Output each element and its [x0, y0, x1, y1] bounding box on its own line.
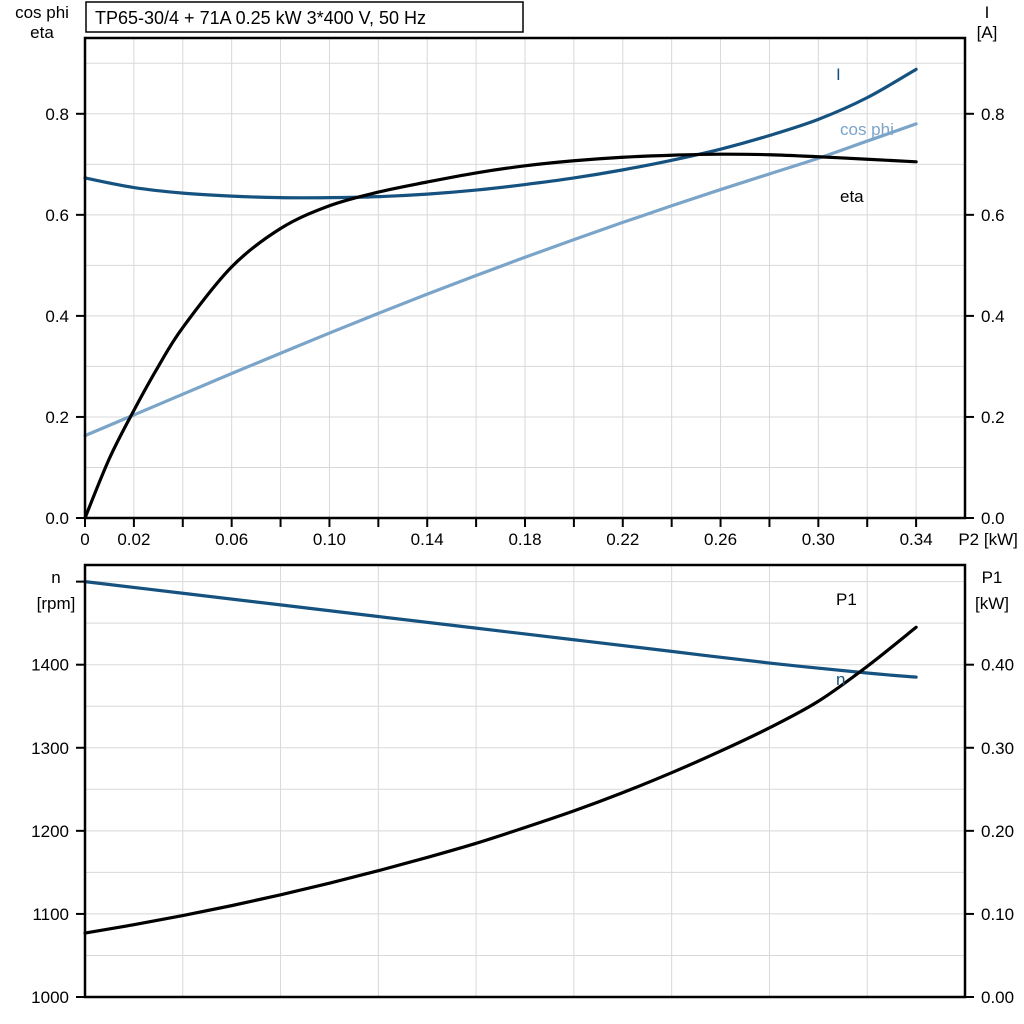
top-left-axis: 0.0 0.2 0.4 0.6 0.8 — [45, 105, 85, 528]
tick-label-right: 0.4 — [981, 307, 1005, 326]
top-x-axis: 0 0.02 0.06 0.10 0.14 0.18 0.22 0.26 0.30 0.34 P2 … — [80, 518, 1018, 549]
tick-label-right: 0.0 — [981, 509, 1005, 528]
left-axis-title-line2: eta — [30, 23, 54, 42]
bottom-curve-labels: P1 n — [836, 590, 857, 689]
x-axis-title-top: P2 [kW] — [958, 530, 1018, 549]
tick-label-x: 0 — [80, 530, 89, 549]
tick-label-right: 0.00 — [981, 988, 1014, 1007]
bottom-curves — [83, 580, 918, 935]
bottom-right-axis: 0.00 0.10 0.20 0.30 0.40 — [965, 656, 1014, 1007]
tick-label-left: 1300 — [31, 739, 69, 758]
tick-label-x: 0.34 — [900, 530, 933, 549]
top-grid-vertical — [133, 38, 917, 518]
tick-label-x: 0.18 — [508, 530, 541, 549]
top-curves — [83, 67, 918, 520]
right-axis-title-line1: I — [985, 3, 990, 22]
tick-label-left: 1400 — [31, 656, 69, 675]
bottom-left-axis-title: n [rpm] — [37, 568, 76, 613]
bottom-left-axis: 1000 1100 1200 1300 1400 — [31, 580, 85, 1007]
tick-label-right: 0.2 — [981, 408, 1005, 427]
tick-label-left: 0.6 — [45, 206, 69, 225]
tick-label-left: 0.0 — [45, 509, 69, 528]
top-right-axis-title: I[A] — [977, 3, 998, 42]
tick-label-x: 0.10 — [313, 530, 346, 549]
chart-title-box: TP65-30/4 + 71A 0.25 kW 3*400 V, 50 Hz — [85, 1, 524, 33]
tick-label-left: 0.8 — [45, 105, 69, 124]
curve-label-current: I — [836, 65, 841, 84]
tick-label-left: 1200 — [31, 822, 69, 841]
bottom-plot-background — [85, 565, 965, 997]
tick-label-x: 0.22 — [606, 530, 639, 549]
tick-label-left: 0.2 — [45, 408, 69, 427]
bottom-chart: 1000 1100 1200 1300 1400 0.00 0.10 0.20 0.30 0.40… — [31, 563, 1014, 1007]
tick-label-right: 0.20 — [981, 822, 1014, 841]
tick-label-right: 0.30 — [981, 739, 1014, 758]
right-axis-title-line2: [kW] — [975, 594, 1009, 613]
curve-label-cos-phi: cos phi — [840, 120, 894, 139]
curve-cos-phi — [83, 122, 918, 438]
tick-label-x: 0.26 — [704, 530, 737, 549]
left-axis-title-line2: [rpm] — [37, 594, 76, 613]
tick-label-right: 0.6 — [981, 206, 1005, 225]
right-axis-title-line1: P1 — [982, 568, 1003, 587]
tick-label-x: 0.02 — [117, 530, 150, 549]
curve-eta — [83, 152, 918, 520]
tick-label-x: 0.30 — [802, 530, 835, 549]
curve-label-n: n — [836, 670, 845, 689]
bottom-grid-horizontal — [85, 581, 965, 956]
tick-label-left: 1000 — [31, 988, 69, 1007]
tick-label-x: 0.06 — [215, 530, 248, 549]
top-chart: 0.00.20.40.60.80.00.20.40.60.80 0.02 0.06 0… — [15, 1, 1018, 549]
tick-label-left: 0.4 — [45, 307, 69, 326]
left-axis-title-line1: cos phi — [15, 3, 69, 22]
tick-label-x: 0.14 — [411, 530, 444, 549]
title-box-border — [85, 1, 524, 33]
curve-n — [83, 580, 918, 679]
chart-title: TP65-30/4 + 71A 0.25 kW 3*400 V, 50 Hz — [95, 8, 426, 28]
bottom-grid-vertical — [182, 565, 868, 997]
bottom-right-axis-title: P1 [kW] — [975, 568, 1009, 613]
right-axis-title-line2: [A] — [977, 23, 998, 42]
curve-label-p1: P1 — [836, 590, 857, 609]
tick-label-right: 0.40 — [981, 656, 1014, 675]
curve-label-eta: eta — [840, 187, 864, 206]
bottom-plot-frame — [83, 563, 967, 999]
curve-i — [83, 67, 918, 200]
curve-p1 — [83, 625, 918, 935]
tick-label-right: 0.8 — [981, 105, 1005, 124]
top-right-axis: 0.0 0.2 0.4 0.6 0.8 — [965, 105, 1005, 528]
left-axis-title-line1: n — [51, 568, 60, 587]
tick-label-left: 1100 — [32, 905, 69, 924]
tick-label-right: 0.10 — [981, 905, 1014, 924]
